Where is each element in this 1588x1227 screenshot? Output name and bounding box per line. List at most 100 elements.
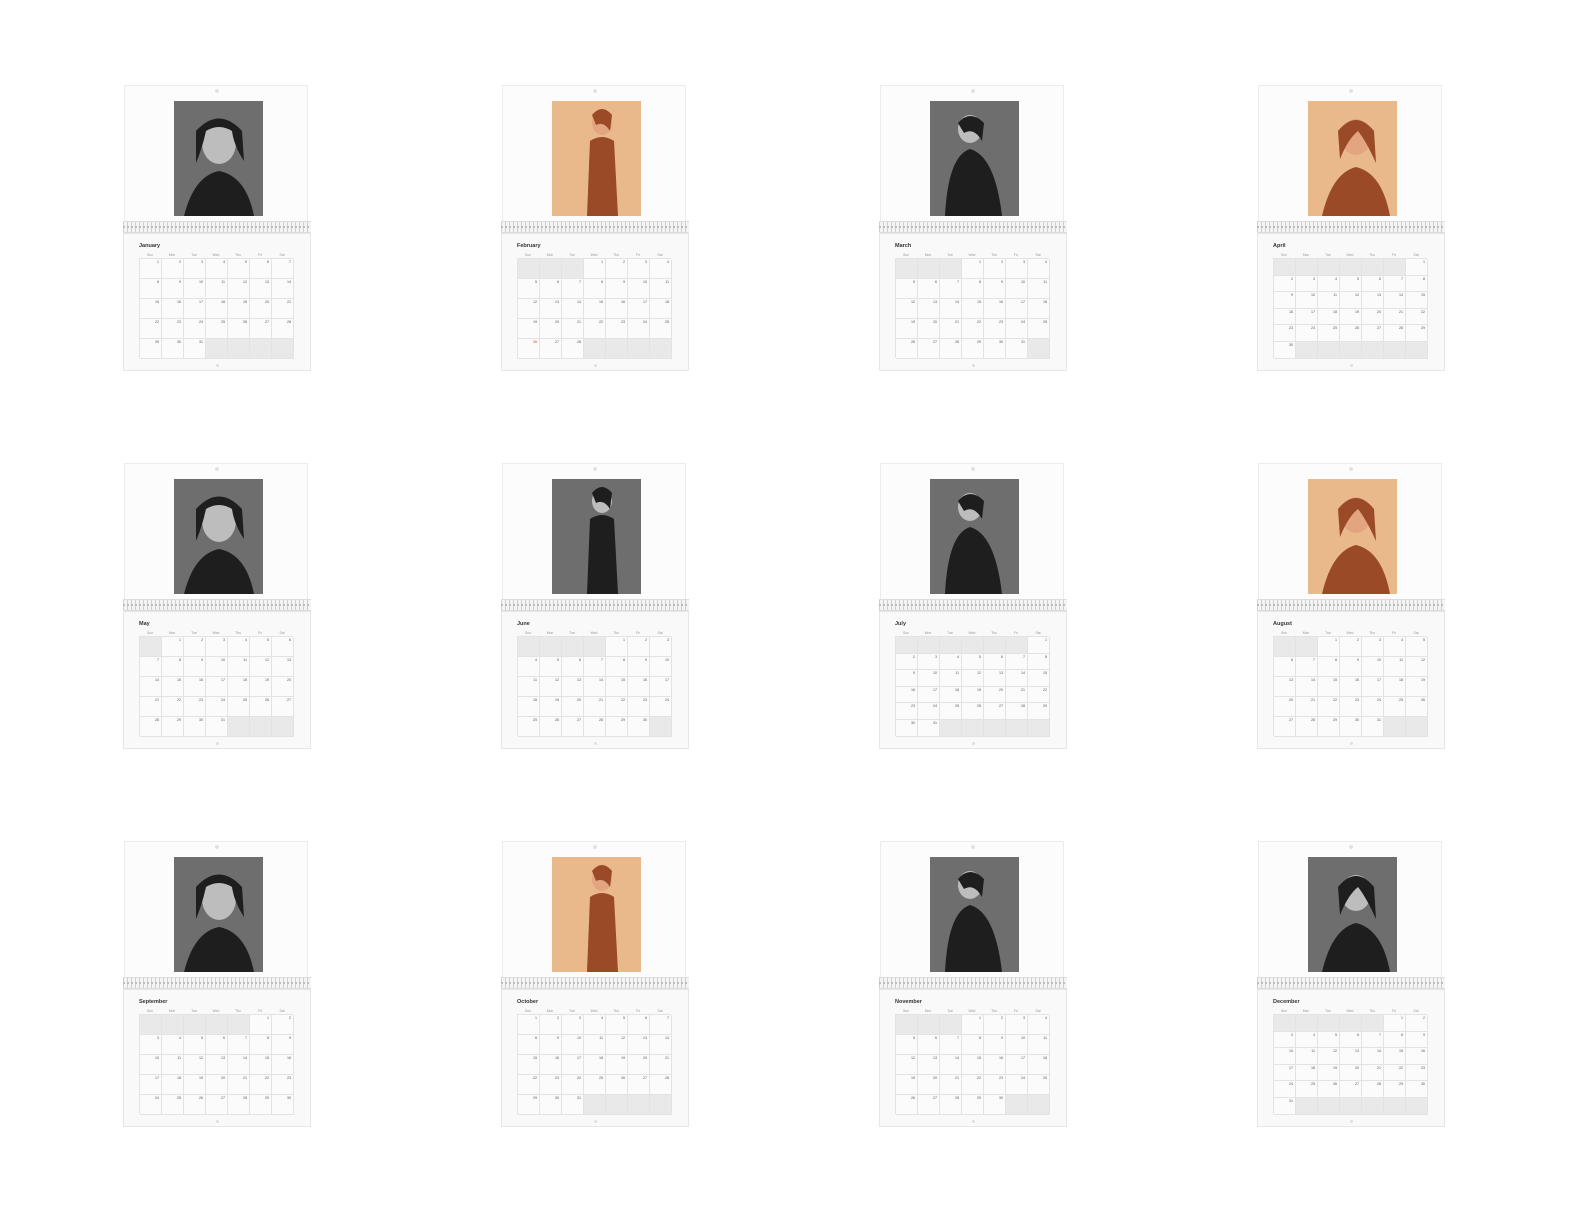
day-number: 22 — [599, 320, 603, 324]
day-number: 19 — [621, 1056, 625, 1060]
day-number: 13 — [577, 678, 581, 682]
day-cell: 20 — [206, 1075, 228, 1095]
day-number: 4 — [1335, 276, 1337, 281]
day-cell: 18 — [1296, 1064, 1318, 1082]
day-number: 27 — [1289, 718, 1293, 722]
day-number: 26 — [911, 340, 915, 344]
day-cell: 26 — [962, 703, 984, 720]
weekday-label: Wed — [212, 1009, 220, 1013]
month-day-grid: 1 2 3 4 5 6 7 8 9 10 11 12 13 14 15 16 17 18 19 20 21 22 23 24 2… — [517, 258, 672, 359]
weekday-label: Fri — [1014, 1009, 1018, 1013]
day-number: 4 — [1045, 1016, 1047, 1020]
day-cell: 25 — [1028, 319, 1050, 339]
month-title: May — [139, 621, 150, 627]
day-cell: 5 — [518, 279, 540, 299]
day-number: 18 — [1043, 300, 1047, 304]
calendar-photo — [930, 479, 1019, 594]
day-cell: 12 — [1318, 1048, 1340, 1065]
day-cell: 2 — [1340, 637, 1362, 657]
day-number: 26 — [243, 320, 247, 324]
day-number: 2 — [1001, 260, 1003, 264]
spiral-binding — [501, 599, 689, 611]
day-cell: 2 — [272, 1015, 294, 1035]
day-number: 4 — [245, 638, 247, 642]
day-number: 16 — [199, 678, 203, 682]
weekday-label: Fri — [636, 1009, 640, 1013]
day-cell: 12 — [518, 299, 540, 319]
day-cell: 2 — [628, 637, 650, 657]
calendar-page-june: June Sun Mon Tue Wed Thu Fri Sat 1 2 3 4 5 6 7 8 9 10 11 12… — [501, 463, 689, 751]
calendar-page-february: February Sun Mon Tue Wed Thu Fri Sat 1 2 3 4 5 6 7 8 9 10… — [501, 85, 689, 373]
hanging-hole — [215, 467, 219, 471]
day-number: 20 — [555, 320, 559, 324]
day-cell: 22 — [518, 1075, 540, 1095]
day-number: 12 — [1421, 658, 1425, 662]
empty-day-cell — [896, 1015, 918, 1035]
weekday-label: Fri — [1392, 253, 1396, 257]
day-number: 15 — [155, 300, 159, 304]
day-number: 28 — [577, 340, 581, 344]
day-number: 19 — [199, 1076, 203, 1080]
day-number: 8 — [1335, 658, 1337, 662]
day-cell: 1 — [1028, 637, 1050, 654]
day-cell: 1 — [250, 1015, 272, 1035]
empty-day-cell — [1362, 259, 1384, 276]
day-number: 31 — [577, 1096, 581, 1100]
portrait-photo — [174, 479, 263, 594]
day-cell: 1 — [1406, 259, 1428, 276]
day-cell: 30 — [984, 1095, 1006, 1115]
day-number: 27 — [933, 1096, 937, 1100]
day-cell: 11 — [228, 657, 250, 677]
day-number: 21 — [287, 300, 291, 304]
day-number: 11 — [533, 678, 537, 682]
day-number: 14 — [1399, 293, 1403, 298]
day-cell: 4 — [1028, 259, 1050, 279]
day-cell: 6 — [1274, 657, 1296, 677]
day-cell: 29 — [1384, 1081, 1406, 1098]
weekday-label: Fri — [1014, 631, 1018, 635]
day-number: 28 — [155, 718, 159, 722]
day-cell: 24 — [140, 1095, 162, 1115]
calendar-photo — [552, 479, 641, 594]
page-dot — [216, 364, 219, 367]
day-cell: 16 — [184, 677, 206, 697]
empty-day-cell — [628, 1095, 650, 1115]
day-cell: 3 — [184, 259, 206, 279]
spiral-binding — [123, 599, 311, 611]
day-number: 9 — [913, 671, 915, 676]
weekday-header: Sun Mon Tue Wed Thu Fri Sat — [1273, 1008, 1427, 1014]
day-number: 29 — [533, 1096, 537, 1100]
day-number: 9 — [1423, 1032, 1425, 1037]
calendar-page-august: August Sun Mon Tue Wed Thu Fri Sat 1 2 3 4 5 6 7 8 9 10 11… — [1257, 463, 1445, 751]
day-cell: 9 — [540, 1035, 562, 1055]
day-number: 17 — [1289, 1065, 1293, 1070]
day-number: 5 — [913, 1036, 915, 1040]
spiral-binding — [1257, 977, 1445, 989]
day-cell: 17 — [1006, 1055, 1028, 1075]
day-cell: 22 — [1384, 1064, 1406, 1082]
weekday-label: Mon — [924, 631, 932, 635]
day-number: 30 — [1421, 1082, 1425, 1087]
day-cell: 10 — [562, 1035, 584, 1055]
day-cell: 9 — [896, 670, 918, 687]
day-cell: 14 — [1362, 1048, 1384, 1065]
day-cell: 28 — [584, 717, 606, 737]
weekday-label: Sun — [146, 1009, 154, 1013]
day-cell: 31 — [206, 717, 228, 737]
portrait-photo — [552, 857, 641, 972]
day-cell: 3 — [918, 653, 940, 671]
day-cell: 12 — [540, 677, 562, 697]
day-cell: 17 — [184, 299, 206, 319]
day-cell: 21 — [940, 319, 962, 339]
hanging-hole — [971, 467, 975, 471]
day-cell: 19 — [1318, 1064, 1340, 1082]
day-cell: 4 — [1318, 275, 1340, 293]
day-cell: 29 — [140, 339, 162, 359]
day-number: 16 — [911, 687, 915, 692]
day-number: 13 — [643, 1036, 647, 1040]
day-number: 26 — [533, 340, 537, 344]
day-number: 15 — [977, 300, 981, 304]
day-cell: 20 — [540, 319, 562, 339]
day-cell: 29 — [250, 1095, 272, 1115]
day-cell: 16 — [628, 677, 650, 697]
